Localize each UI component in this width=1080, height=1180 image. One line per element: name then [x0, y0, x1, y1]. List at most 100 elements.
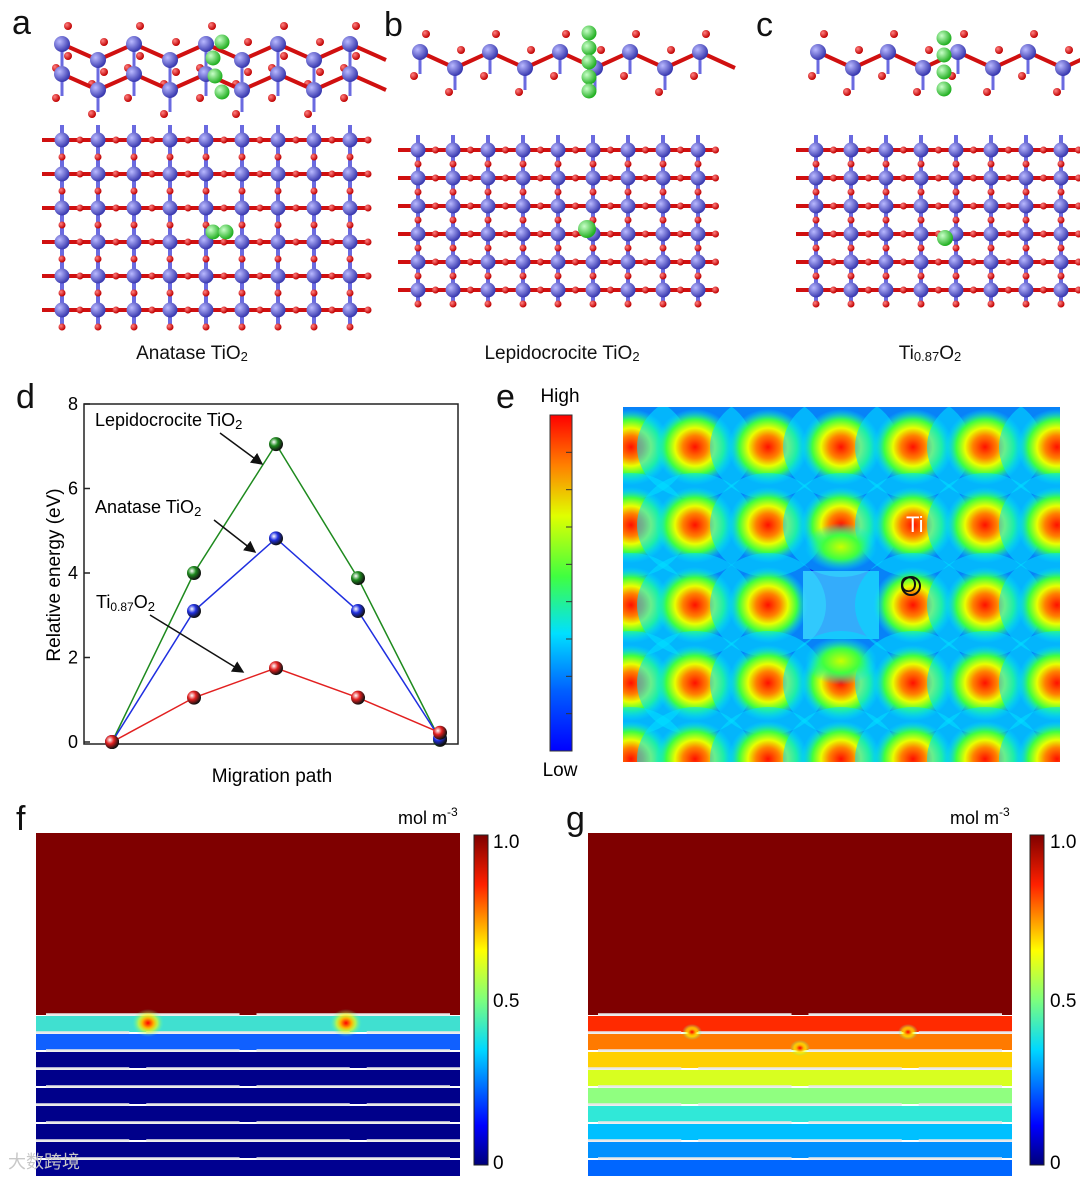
- o-atom: [882, 188, 890, 196]
- o-atom: [847, 160, 855, 168]
- o-atom: [812, 160, 820, 168]
- o-atom: [414, 244, 422, 252]
- ti-atom: [306, 52, 322, 68]
- ti-atom: [54, 132, 70, 148]
- ti-atom: [270, 66, 286, 82]
- ti-atom: [1053, 226, 1069, 242]
- o-atom: [882, 300, 890, 308]
- ti-atom: [1018, 254, 1034, 270]
- ti-atom: [342, 166, 358, 182]
- o-atom: [316, 68, 324, 76]
- li-atom: [214, 34, 230, 50]
- o-atom: [1057, 272, 1065, 280]
- o-atom: [900, 286, 907, 294]
- colorbar-g-top: 1.0: [1050, 832, 1076, 853]
- ti-atom: [162, 268, 178, 284]
- o-atom: [352, 22, 360, 30]
- data-point-0-2: [269, 437, 283, 452]
- ti-atom: [54, 302, 70, 318]
- o-atom: [1022, 300, 1030, 308]
- ti-atom: [445, 170, 461, 186]
- o-atom: [328, 272, 336, 280]
- ti-atom: [620, 142, 636, 158]
- ti-atom: [550, 170, 566, 186]
- ti-atom: [878, 254, 894, 270]
- o-atom: [414, 272, 422, 280]
- o-atom: [130, 323, 138, 331]
- o-atom: [882, 272, 890, 280]
- o-atom: [304, 110, 312, 118]
- o-atom: [148, 136, 156, 144]
- o-atom: [1040, 286, 1047, 294]
- o-atom: [184, 170, 192, 178]
- o-atom: [58, 323, 66, 331]
- o-atom: [148, 306, 156, 314]
- o-atom: [410, 72, 418, 80]
- ti-atom: [306, 132, 322, 148]
- o-atom: [589, 300, 597, 308]
- ti-atom: [1053, 282, 1069, 298]
- ti-atom: [515, 198, 531, 214]
- o-atom: [987, 160, 995, 168]
- ti-atom: [306, 200, 322, 216]
- o-atom: [432, 202, 439, 210]
- ti-atom: [270, 268, 286, 284]
- o-atom: [457, 46, 465, 54]
- concentration-layer: [588, 1142, 1012, 1158]
- scale-high-label: High: [540, 386, 579, 407]
- ti-atom: [620, 198, 636, 214]
- ti-atom: [985, 60, 1001, 76]
- o-atom: [220, 272, 228, 280]
- o-atom: [812, 300, 820, 308]
- o-atom: [830, 202, 837, 210]
- o-atom: [607, 230, 614, 238]
- o-atom: [76, 204, 84, 212]
- o-atom: [820, 30, 828, 38]
- o-atom: [449, 244, 457, 252]
- ti-atom-label: Ti: [906, 512, 924, 537]
- o-atom: [202, 153, 210, 161]
- ti-atom: [480, 142, 496, 158]
- o-atom: [166, 153, 174, 161]
- o-atom: [274, 323, 282, 331]
- o-atom: [537, 174, 544, 182]
- density-blob: [1017, 567, 1060, 643]
- o-atom: [238, 255, 246, 263]
- o-atom: [256, 204, 264, 212]
- o-atom: [112, 272, 120, 280]
- ti-atom: [234, 200, 250, 216]
- o-atom: [847, 244, 855, 252]
- o-atom: [166, 221, 174, 229]
- electrolyte-region-f: [36, 833, 460, 1015]
- data-point-1-2: [269, 531, 283, 546]
- ti-atom: [162, 52, 178, 68]
- ti-atom: [480, 254, 496, 270]
- ti-atom: [162, 82, 178, 98]
- label-ti087o2: Ti0.87O2: [96, 592, 155, 614]
- o-atom: [484, 272, 492, 280]
- o-atom: [449, 216, 457, 224]
- x-axis-label: Migration path: [212, 766, 332, 787]
- o-atom: [537, 202, 544, 210]
- o-atom: [202, 323, 210, 331]
- o-atom: [589, 272, 597, 280]
- ti-atom: [517, 60, 533, 76]
- o-atom: [202, 187, 210, 195]
- ti-atom: [913, 142, 929, 158]
- ti-atom: [234, 82, 250, 98]
- o-atom: [1075, 146, 1080, 154]
- o-atom: [572, 258, 579, 266]
- o-atom: [58, 153, 66, 161]
- o-atom: [274, 187, 282, 195]
- o-atom: [855, 46, 863, 54]
- density-blob: [1017, 409, 1060, 485]
- ti-atom: [948, 170, 964, 186]
- o-atom: [554, 272, 562, 280]
- o-atom: [94, 153, 102, 161]
- o-atom: [94, 323, 102, 331]
- o-atom: [712, 258, 719, 266]
- o-atom: [484, 216, 492, 224]
- ti-atom: [306, 234, 322, 250]
- ti-atom: [445, 282, 461, 298]
- data-point-2-1: [187, 690, 201, 705]
